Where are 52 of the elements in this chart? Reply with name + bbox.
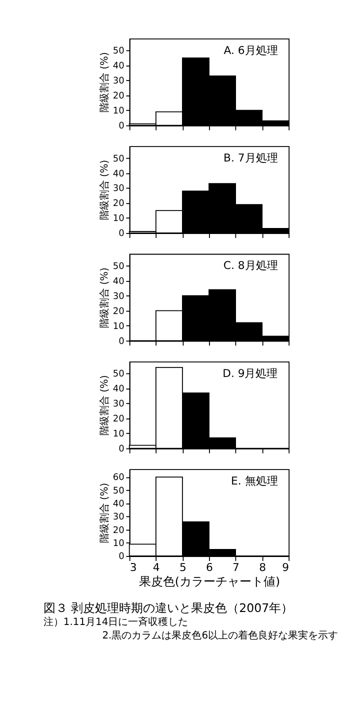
x-tick-label: 7 (232, 560, 240, 574)
y-tick-label: 30 (112, 184, 125, 194)
y-tick-label: 20 (112, 199, 125, 210)
y-axis-title: 階級割合 (%) (98, 375, 110, 436)
y-tick-label: 0 (118, 122, 125, 132)
y-tick-label: 30 (112, 292, 125, 302)
y-tick-label: 10 (112, 106, 125, 117)
y-tick-label: 50 (112, 486, 125, 496)
text: B. 7月処理 (224, 152, 278, 165)
y-tick-label: 50 (112, 262, 125, 272)
y-tick-label: 40 (112, 500, 125, 510)
y-tick-label: 0 (118, 336, 125, 347)
caption: 図３ 剥皮処理時期の違いと果皮色（2007年） (43, 601, 294, 616)
y-axis-title: 階級割合 (%) (98, 160, 110, 220)
y-axis-title: 階級割合 (%) (98, 267, 110, 328)
x-tick-label: 5 (179, 560, 186, 574)
y-tick-label: 40 (112, 276, 125, 287)
y-tick-label: 50 (112, 46, 125, 57)
y-axis-title: 階級割合 (%) (98, 482, 110, 544)
x-tick-label: 3 (130, 560, 137, 574)
x-tick-label: 4 (152, 560, 160, 574)
text: 2.黒のカラムは果皮色6以上の着色良好な果実を示す (102, 629, 338, 642)
y-tick-label: 10 (112, 214, 125, 224)
text: 注）1.11月14日に一斉収穫した (43, 616, 188, 628)
y-tick-label: 20 (112, 306, 125, 317)
y-tick-label: 0 (118, 552, 125, 562)
y-tick-label: 20 (112, 414, 125, 425)
text: D. 9月処理 (222, 366, 278, 380)
y-tick-label: 30 (112, 76, 125, 87)
y-tick-label: 40 (112, 384, 125, 395)
y-tick-label: 30 (112, 512, 125, 523)
y-tick-label: 50 (112, 370, 125, 380)
text: C. 8月処理 (223, 259, 278, 272)
x-axis-title: 果皮色(カラーチャート値) (138, 574, 280, 588)
y-axis-title: 階級割合 (%) (98, 52, 110, 113)
y-tick-label: 10 (112, 322, 125, 332)
x-tick-label: 9 (282, 560, 290, 574)
y-tick-label: 10 (112, 539, 125, 550)
text: A. 6月処理 (224, 44, 278, 57)
text: E. 無処理 (231, 474, 278, 488)
x-tick-label: 8 (259, 560, 266, 574)
x-tick-label: 6 (206, 560, 213, 574)
y-tick-label: 0 (118, 229, 125, 240)
y-tick-label: 0 (118, 444, 125, 454)
y-tick-label: 50 (112, 154, 125, 164)
y-tick-label: 40 (112, 62, 125, 72)
y-tick-label: 10 (112, 430, 125, 440)
y-tick-label: 40 (112, 169, 125, 180)
y-tick-label: 20 (112, 92, 125, 102)
y-tick-label: 20 (112, 526, 125, 536)
y-tick-label: 60 (112, 473, 125, 484)
y-tick-label: 30 (112, 400, 125, 410)
